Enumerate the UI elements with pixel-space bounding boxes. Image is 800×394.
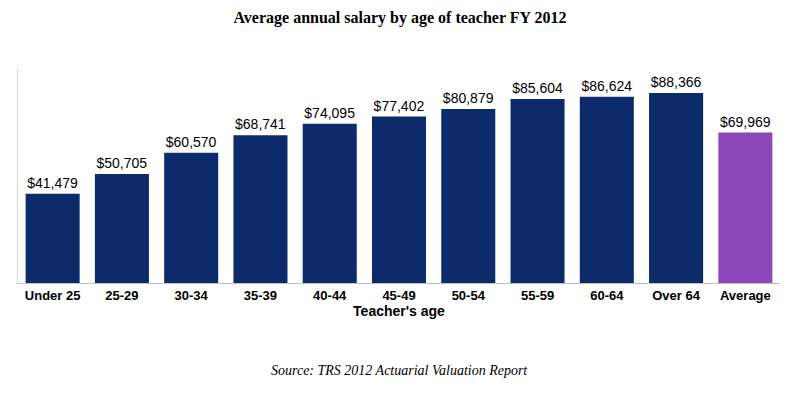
- svg-text:$41,479: $41,479: [27, 175, 78, 191]
- svg-text:Teacher's age: Teacher's age: [353, 303, 445, 319]
- svg-text:$50,705: $50,705: [96, 155, 147, 171]
- svg-text:55-59: 55-59: [521, 288, 554, 303]
- svg-text:$88,366: $88,366: [651, 74, 702, 90]
- svg-text:35-39: 35-39: [244, 288, 277, 303]
- svg-text:60-64: 60-64: [590, 288, 624, 303]
- svg-text:$74,095: $74,095: [304, 105, 355, 121]
- svg-text:$77,402: $77,402: [374, 98, 425, 114]
- svg-text:$85,604: $85,604: [512, 80, 563, 96]
- svg-text:$68,741: $68,741: [235, 116, 286, 132]
- svg-text:$60,570: $60,570: [166, 134, 217, 150]
- svg-text:30-34: 30-34: [175, 288, 209, 303]
- svg-text:40-44: 40-44: [313, 288, 347, 303]
- svg-text:$86,624: $86,624: [581, 78, 632, 94]
- svg-text:$69,969: $69,969: [720, 114, 771, 130]
- svg-text:Source: TRS 2012 Actuarial Val: Source: TRS 2012 Actuarial Valuation Rep…: [271, 363, 528, 378]
- svg-text:Average: Average: [720, 288, 771, 303]
- svg-text:25-29: 25-29: [105, 288, 138, 303]
- svg-text:Under 25: Under 25: [25, 288, 81, 303]
- svg-text:50-54: 50-54: [452, 288, 486, 303]
- svg-text:Over 64: Over 64: [652, 288, 700, 303]
- svg-text:Average annual salary by age o: Average annual salary by age of teacher …: [234, 9, 567, 27]
- svg-text:45-49: 45-49: [382, 288, 415, 303]
- svg-text:$80,879: $80,879: [443, 90, 494, 106]
